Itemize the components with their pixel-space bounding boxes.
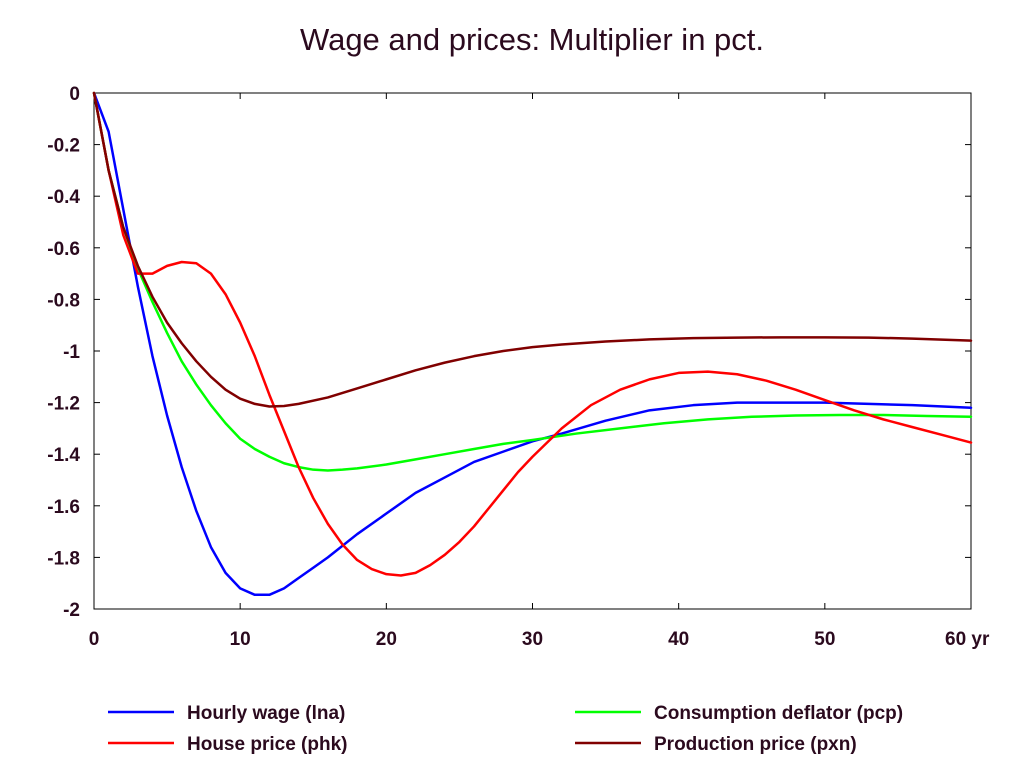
legend-label-0: Hourly wage (lna)	[187, 703, 345, 724]
x-tick-label: 50	[814, 629, 835, 650]
y-tick-label: -0.2	[47, 136, 80, 157]
x-tick-label: 40	[668, 629, 689, 650]
x-tick-label: 30	[522, 629, 543, 650]
y-tick-label: -1.2	[47, 394, 80, 415]
chart-title: Wage and prices: Multiplier in pct.	[300, 22, 764, 57]
y-tick-label: -1.6	[47, 497, 80, 518]
y-tick-label: -0.8	[47, 290, 80, 311]
x-tick-label: 60 yr	[945, 629, 990, 650]
y-tick-label: 0	[69, 84, 80, 105]
legend: Hourly wage (lna) Consumption deflator (p…	[108, 703, 903, 755]
series-line-1	[92, 91, 973, 472]
x-tick-label: 10	[230, 629, 251, 650]
y-tick-label: -0.6	[47, 239, 80, 260]
y-tick-label: -2	[63, 600, 80, 621]
x-tick-label: 20	[376, 629, 397, 650]
legend-label-3: Production price (pxn)	[654, 734, 857, 755]
y-tick-label: -1.8	[47, 548, 80, 569]
legend-label-1: Consumption deflator (pcp)	[654, 703, 903, 724]
series-line-0	[92, 91, 973, 597]
plot-frame	[93, 92, 972, 610]
y-tick-label: -0.4	[47, 187, 80, 208]
x-tick-label: 0	[89, 629, 100, 650]
legend-label-2: House price (phk)	[187, 734, 347, 755]
y-tick-label: -1	[63, 342, 80, 363]
plot-area: 0 -0.2 -0.4 -0.6 -0.8 -1 -1.2 -1.4 -1.6 -1.8 -2 0 10…	[47, 84, 990, 650]
series-line-3	[92, 91, 973, 408]
y-tick-label: -1.4	[47, 445, 80, 466]
series-line-2	[92, 91, 973, 577]
